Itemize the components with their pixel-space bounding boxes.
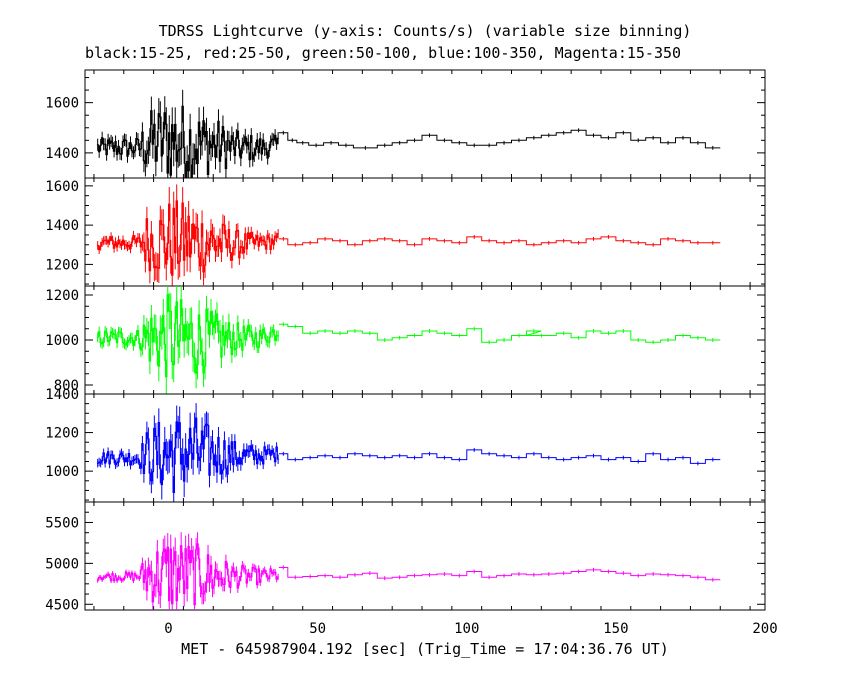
x-tick-label: 100 [454,621,479,637]
y-tick-label-magenta: 5500 [45,515,79,531]
chart-subtitle: black:15-25, red:25-50, green:50-100, bl… [85,44,682,62]
y-tick-label-green: 800 [54,378,79,394]
fine-series-blue [96,417,279,493]
coarse-series-black [278,129,721,149]
y-tick-label-red: 1200 [45,257,79,273]
panel-frame-blue [84,393,766,503]
panel-frame-magenta [84,501,766,611]
fine-series-red [96,200,279,276]
coarse-series-blue [278,449,721,464]
y-tick-label-red: 1400 [45,218,79,234]
y-tick-label-blue: 1200 [45,426,79,442]
fine-series-green [96,294,279,378]
coarse-series-green [278,323,721,343]
y-tick-label-magenta: 5000 [45,556,79,572]
fine-series-black [96,105,279,179]
chart-title: TDRSS Lightcurve (y-axis: Counts/s) (var… [158,22,692,40]
y-tick-label-black: 1400 [45,146,79,162]
y-tick-label-black: 1600 [45,96,79,112]
y-tick-label-blue: 1000 [45,464,79,480]
x-tick-label: 0 [164,621,172,637]
x-axis-label: MET - 645987904.192 [sec] (Trig_Time = 1… [181,640,669,658]
coarse-series-red [278,236,721,246]
y-tick-label-green: 1000 [45,333,79,349]
x-tick-label: 150 [603,621,628,637]
x-tick-label: 200 [752,621,777,637]
y-tick-label-red: 1600 [45,179,79,195]
y-tick-label-blue: 1400 [45,387,79,403]
fine-series-magenta [96,543,279,606]
x-tick-label: 50 [309,621,326,637]
y-tick-label-green: 1200 [45,288,79,304]
y-tick-label-magenta: 4500 [45,597,79,613]
coarse-series-magenta [278,567,721,581]
